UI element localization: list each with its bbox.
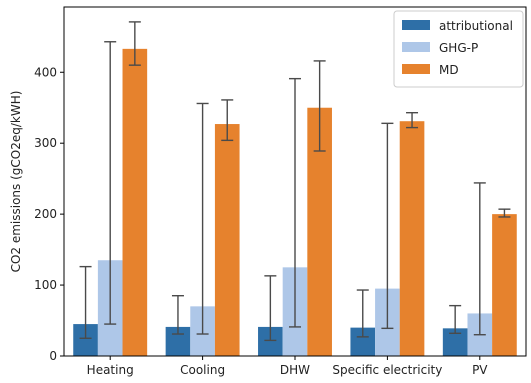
bar-md-3 bbox=[399, 121, 425, 356]
bar-md-0 bbox=[122, 48, 148, 357]
legend-label-ghg-p: GHG-P bbox=[439, 41, 478, 55]
y-tick-label-3: 300 bbox=[34, 136, 57, 150]
x-tick-label-0: Heating bbox=[87, 363, 134, 377]
bar-md-4 bbox=[492, 214, 517, 356]
x-tick-label-3: Specific electricity bbox=[332, 363, 442, 377]
error-bars-group bbox=[79, 21, 511, 342]
legend-label-attributional: attributional bbox=[439, 19, 513, 33]
x-tick-label-2: DHW bbox=[280, 363, 310, 377]
x-tick-label-4: PV bbox=[472, 363, 488, 377]
y-tick-label-2: 200 bbox=[34, 207, 57, 221]
legend-swatch-attributional bbox=[402, 20, 430, 30]
bar-md-1 bbox=[214, 124, 240, 356]
x-tick-label-1: Cooling bbox=[180, 363, 225, 377]
y-tick-label-4: 400 bbox=[34, 65, 57, 79]
y-tick-label-1: 100 bbox=[34, 278, 57, 292]
y-tick-label-0: 0 bbox=[49, 349, 57, 363]
legend-swatch-md bbox=[402, 64, 430, 74]
legend-label-md: MD bbox=[439, 63, 459, 77]
legend: attributional GHG-P MD bbox=[393, 10, 524, 88]
bars-group bbox=[73, 48, 517, 357]
legend-swatch-ghg-p bbox=[402, 42, 430, 52]
y-axis-label: CO2 emissions (gCO2eq/kWH) bbox=[9, 91, 23, 273]
axes-group: 0 100 200 300 400 Heating Cooling DHW Specific e… bbox=[34, 6, 527, 377]
